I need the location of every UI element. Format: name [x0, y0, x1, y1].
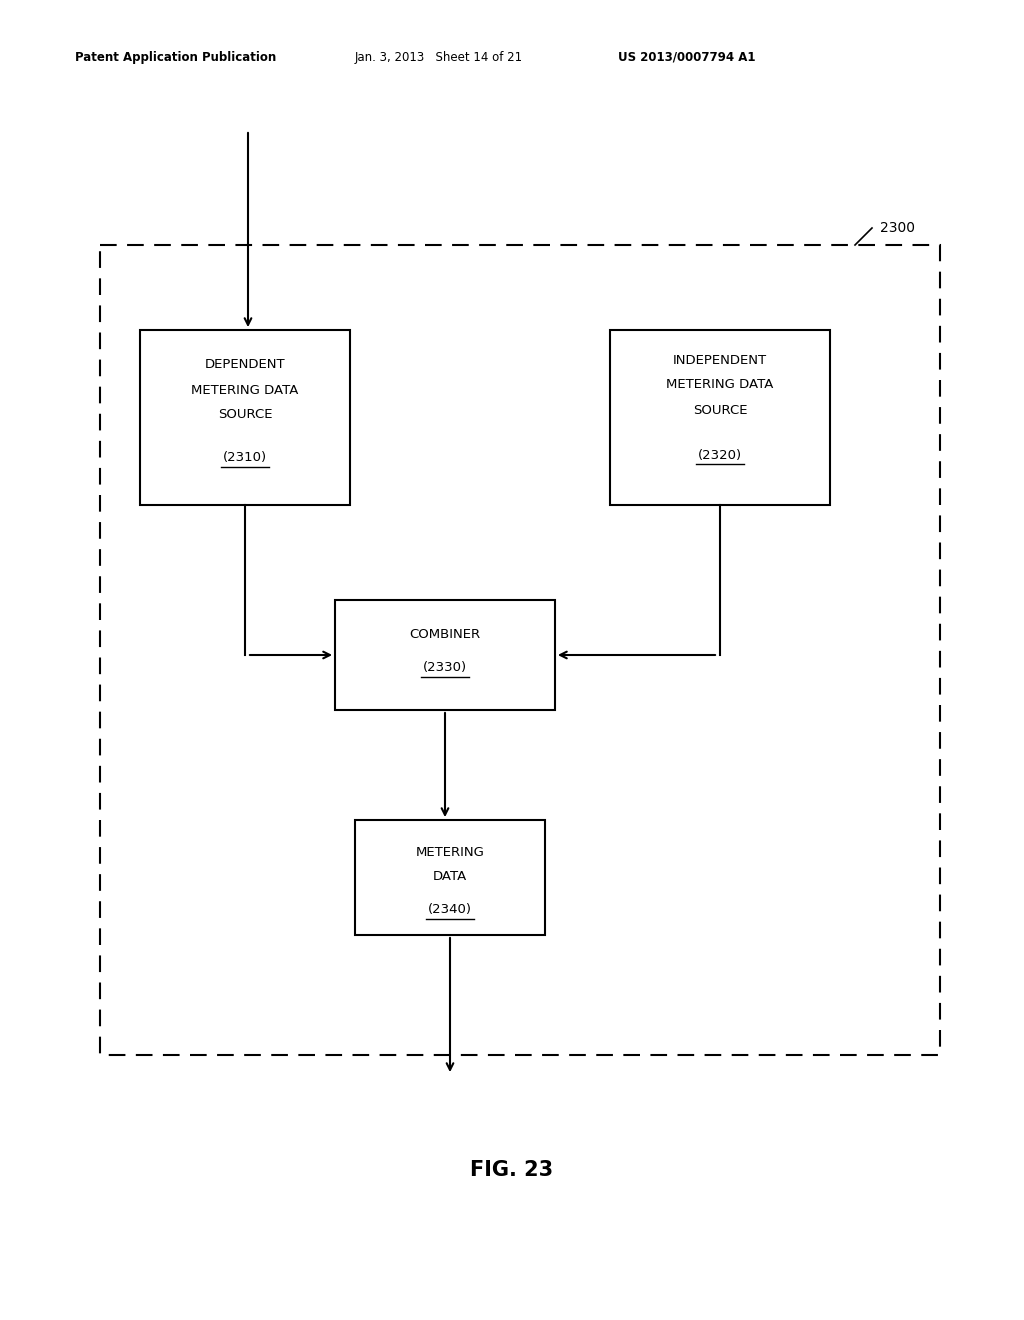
Text: METERING DATA: METERING DATA [191, 384, 299, 396]
Text: US 2013/0007794 A1: US 2013/0007794 A1 [618, 50, 756, 63]
Text: INDEPENDENT: INDEPENDENT [673, 354, 767, 367]
Bar [100, 246, 940, 1055]
Bar [610, 330, 830, 506]
Text: SOURCE: SOURCE [693, 404, 748, 417]
Text: METERING: METERING [416, 846, 484, 858]
Text: (2310): (2310) [223, 451, 267, 465]
Text: DATA: DATA [433, 870, 467, 883]
Bar [355, 820, 545, 935]
Text: (2330): (2330) [423, 661, 467, 675]
Text: (2320): (2320) [698, 449, 742, 462]
Text: Patent Application Publication: Patent Application Publication [75, 50, 276, 63]
Text: SOURCE: SOURCE [218, 408, 272, 421]
Bar [140, 330, 350, 506]
Bar [335, 601, 555, 710]
Text: DEPENDENT: DEPENDENT [205, 359, 286, 371]
Text: (2340): (2340) [428, 903, 472, 916]
Text: COMBINER: COMBINER [410, 628, 480, 642]
Text: 2300: 2300 [880, 220, 915, 235]
Text: METERING DATA: METERING DATA [667, 379, 774, 392]
Text: Jan. 3, 2013   Sheet 14 of 21: Jan. 3, 2013 Sheet 14 of 21 [355, 50, 523, 63]
Text: FIG. 23: FIG. 23 [470, 1160, 554, 1180]
